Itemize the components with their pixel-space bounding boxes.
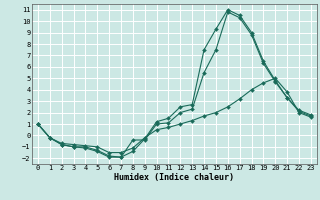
X-axis label: Humidex (Indice chaleur): Humidex (Indice chaleur) — [115, 173, 234, 182]
